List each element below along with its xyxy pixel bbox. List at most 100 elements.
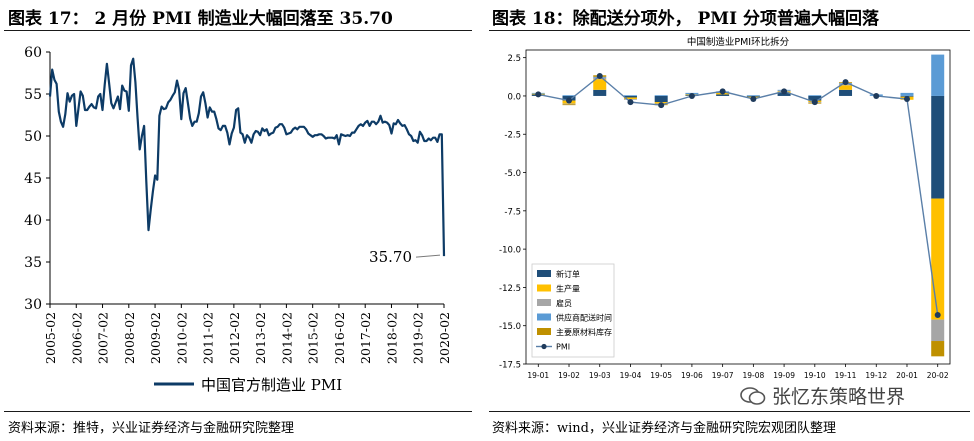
plot-frame [525,49,951,365]
pmi-point [596,73,603,80]
x-tick-label: 19-09 [773,371,795,380]
legend-swatch [537,284,551,292]
x-tick-label: 19-05 [650,371,672,380]
bar-segment [623,95,637,96]
x-tick-label: 2018-02 [384,312,399,364]
bar-segment [839,89,853,96]
x-tick-label: 19-07 [712,371,734,380]
pmi-point [903,96,910,103]
y-tick-label: -12.5 [499,284,521,294]
x-tick-label: 2011-02 [201,312,216,364]
figure-18-title: 图表 18：除配送分项外， PMI 分项普遍大幅回落 [492,9,879,29]
x-tick-label: 19-08 [742,371,764,380]
bar-segment [839,85,853,90]
legend-swatch [537,313,551,321]
x-tick-label: 2020-02 [437,312,452,364]
legend-label: 供应商配送时间 [556,313,612,323]
bar-segment [931,341,945,357]
bar-segment [562,104,576,106]
y-tick-label: 30 [24,297,42,313]
bar-segment [900,92,914,96]
bar-segment [808,95,822,96]
bar-segment [931,54,945,96]
y-tick-label: -5.0 [504,169,521,179]
legend-box [531,263,615,358]
y-tick-label: -15.0 [499,322,521,332]
bar-segment [654,95,668,103]
x-tick-label: 19-11 [835,371,857,380]
x-tick-label: 2009-02 [148,312,163,364]
x-tick-label: 19-10 [804,371,826,380]
pmi-point [781,88,788,95]
pmi-point [750,96,757,103]
y-tick-label: 40 [24,213,42,229]
legend-label: 主要原材料库存 [556,327,612,337]
pmi-point [811,99,818,106]
figure-17-title: 图表 17： 2 月份 PMI 制造业大幅回落至 35.70 [8,9,393,29]
legend-label: 新订单 [556,269,580,279]
x-tick-label: 2008-02 [122,312,137,364]
title-rule-right [489,30,970,31]
pmi-line [538,75,939,316]
bar-segment [623,95,637,98]
y-tick-label: 45 [24,171,42,187]
bar-segment [562,95,576,96]
x-tick-label: 19-01 [527,371,549,380]
bar-segment [931,319,945,342]
legend-label: 雇员 [556,298,572,308]
x-tick-label: 19-02 [558,371,580,380]
x-tick-label: 19-03 [589,371,611,380]
pmi-series-line [48,57,446,257]
pmi-point [873,92,880,99]
y-tick-label: 50 [24,129,42,145]
pmi-line-chart: 30 35 40 45 50 55 60 2005-02 2006-02 2007-02 2008-… [24,45,452,394]
x-tick-label: 2010-02 [174,312,189,364]
x-tick-label: 19-04 [620,371,642,380]
pmi-decomposition-chart: 中国制造业PMI环比拆分 2.5 0.0 -2.5 -5.0 -7.5 -10.0 -12.5… [499,36,951,380]
legend-swatch [537,270,551,277]
y-tick-label: 60 [24,45,42,61]
watermark: 张忆东策略世界 [740,382,905,409]
y-tick-label: 55 [24,87,42,103]
x-tick-label: 20-01 [896,371,918,380]
x-tick-label: 2006-02 [69,312,84,364]
y-tick-label: 35 [24,255,42,271]
wechat-icon [740,386,766,405]
y-tick-label: -2.5 [504,131,521,141]
bar-segment [593,79,607,90]
bar-segment [777,92,791,96]
pmi-point [842,79,849,86]
chart-title: 中国制造业PMI环比拆分 [687,36,790,48]
x-tick-label: 2019-02 [411,312,426,364]
pmi-point [627,99,634,106]
x-tick-label: 2016-02 [332,312,347,364]
annotation-value: 35.70 [369,248,412,266]
source-note-left: 资料来源：推特，兴业证券经济与金融研究院整理 [8,421,295,436]
bar-segment [593,89,607,96]
pmi-point [934,311,941,318]
x-tick-label: 2012-02 [227,312,242,364]
bar-segment [808,95,822,101]
x-tick-label: 2007-02 [96,312,111,364]
x-tick-label: 2014-02 [279,312,294,364]
pmi-point [719,88,726,95]
pmi-point [658,102,665,109]
y-tick-label: 2.5 [507,54,521,64]
pmi-point [535,91,542,98]
y-tick-label: 0.0 [507,92,521,102]
x-tick-label: 2013-02 [253,312,268,364]
bar-segment [716,94,730,96]
watermark-text: 张忆东策略世界 [772,386,906,408]
x-tick-label: 19-06 [681,371,703,380]
pmi-point [688,92,695,99]
legend-label: 生产量 [556,284,580,294]
x-tick-label: 2017-02 [358,312,373,364]
bar-segment [931,95,945,199]
legend-swatch [537,328,551,335]
bar-segment [562,103,576,105]
x-tick-label: 19-12 [865,371,887,380]
x-tick-label: 2015-02 [306,312,321,364]
legend-line-marker [541,343,547,350]
x-tick-label: 20-02 [927,371,949,380]
source-rule-left [4,411,472,412]
